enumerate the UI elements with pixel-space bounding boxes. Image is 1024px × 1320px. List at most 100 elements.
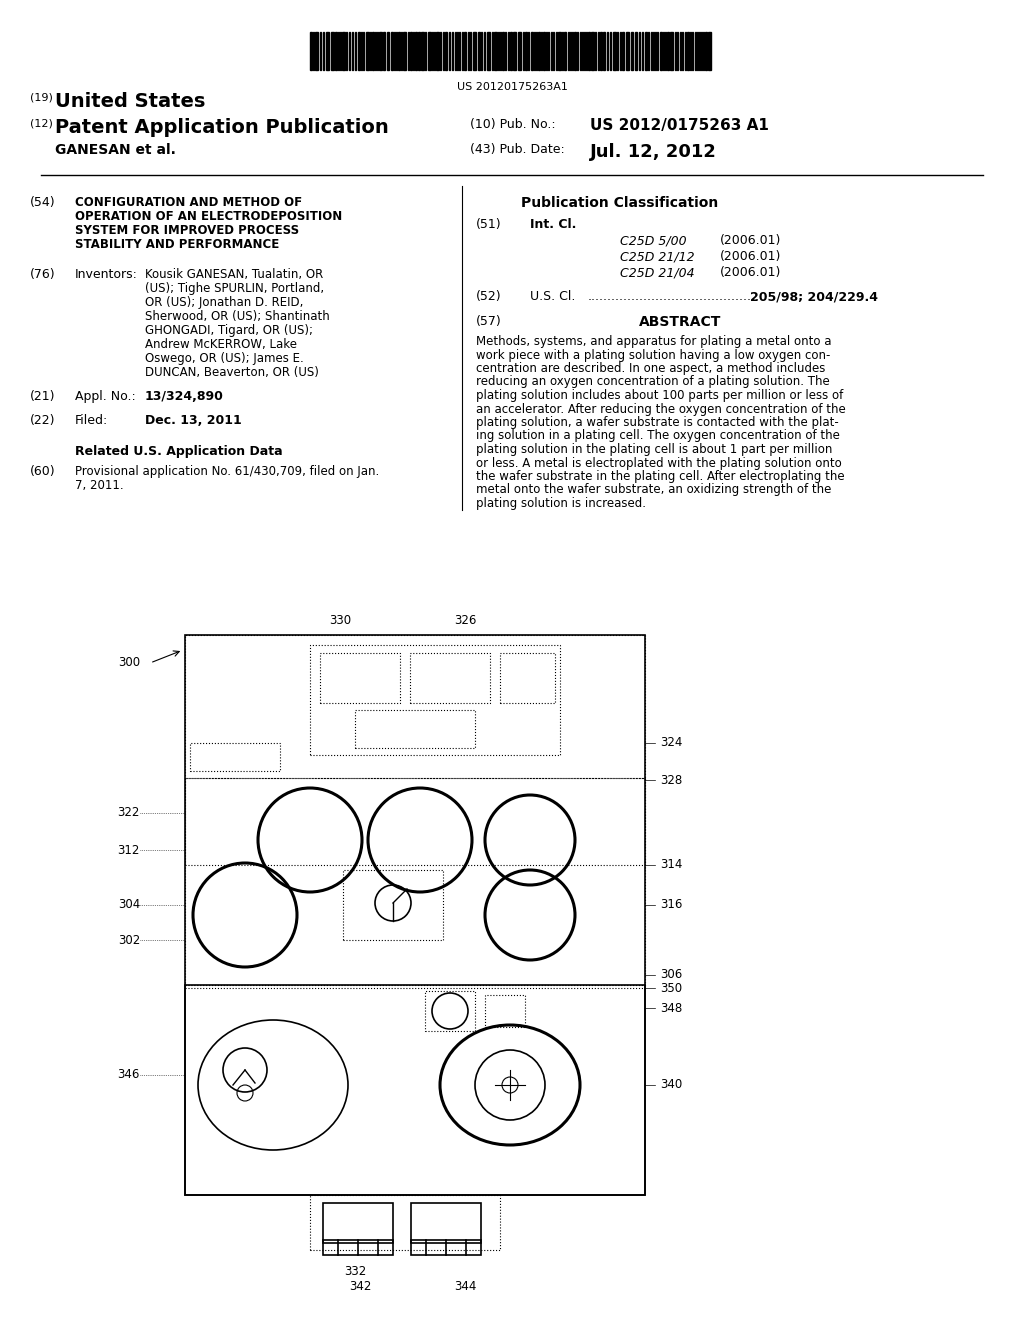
Bar bbox=[538, 32, 540, 70]
Text: (54): (54) bbox=[30, 195, 55, 209]
Text: C25D 5/00: C25D 5/00 bbox=[620, 234, 687, 247]
Bar bbox=[510, 32, 512, 70]
Bar bbox=[603, 32, 605, 70]
Bar bbox=[315, 32, 318, 70]
Text: Int. Cl.: Int. Cl. bbox=[530, 218, 577, 231]
Bar bbox=[342, 32, 345, 70]
Text: Andrew McKERROW, Lake: Andrew McKERROW, Lake bbox=[145, 338, 297, 351]
Text: 302: 302 bbox=[118, 933, 140, 946]
Bar bbox=[558, 32, 561, 70]
Text: 205/98; 204/229.4: 205/98; 204/229.4 bbox=[750, 290, 878, 304]
Text: 306: 306 bbox=[660, 969, 682, 982]
Text: 340: 340 bbox=[660, 1078, 682, 1092]
Text: ...........................................: ........................................… bbox=[588, 290, 760, 304]
Text: 328: 328 bbox=[660, 774, 682, 787]
Bar bbox=[473, 32, 476, 70]
Text: plating solution in the plating cell is about 1 part per million: plating solution in the plating cell is … bbox=[476, 444, 833, 455]
Bar bbox=[613, 32, 616, 70]
Text: 316: 316 bbox=[660, 899, 682, 912]
Bar bbox=[411, 1239, 481, 1255]
Bar bbox=[310, 1195, 500, 1250]
Text: (43) Pub. Date:: (43) Pub. Date: bbox=[470, 143, 565, 156]
Text: 322: 322 bbox=[118, 807, 140, 820]
Text: SYSTEM FOR IMPROVED PROCESS: SYSTEM FOR IMPROVED PROCESS bbox=[75, 224, 299, 238]
Bar bbox=[670, 32, 673, 70]
Bar bbox=[645, 32, 647, 70]
Bar bbox=[190, 743, 280, 771]
Bar bbox=[622, 32, 624, 70]
Bar bbox=[631, 32, 633, 70]
Text: 324: 324 bbox=[660, 737, 682, 750]
Bar bbox=[425, 991, 475, 1031]
Bar bbox=[331, 32, 334, 70]
Bar bbox=[410, 653, 490, 704]
Text: GANESAN et al.: GANESAN et al. bbox=[55, 143, 176, 157]
Text: 350: 350 bbox=[660, 982, 682, 994]
Text: Oswego, OR (US); James E.: Oswego, OR (US); James E. bbox=[145, 352, 304, 366]
Bar bbox=[485, 995, 525, 1027]
Text: Jul. 12, 2012: Jul. 12, 2012 bbox=[590, 143, 717, 161]
Text: C25D 21/04: C25D 21/04 bbox=[620, 267, 694, 279]
Bar bbox=[387, 32, 389, 70]
Bar bbox=[687, 32, 689, 70]
Bar bbox=[487, 32, 490, 70]
Bar bbox=[626, 32, 629, 70]
Text: (10) Pub. No.:: (10) Pub. No.: bbox=[470, 117, 556, 131]
Text: 326: 326 bbox=[454, 614, 476, 627]
Bar bbox=[600, 32, 602, 70]
Bar bbox=[319, 653, 400, 704]
Text: ABSTRACT: ABSTRACT bbox=[639, 315, 721, 329]
Bar bbox=[335, 32, 337, 70]
Bar bbox=[574, 32, 575, 70]
Text: the wafer substrate in the plating cell. After electroplating the: the wafer substrate in the plating cell.… bbox=[476, 470, 845, 483]
Text: centration are described. In one aspect, a method includes: centration are described. In one aspect,… bbox=[476, 362, 825, 375]
Bar bbox=[428, 32, 431, 70]
Text: plating solution, a wafer substrate is contacted with the plat-: plating solution, a wafer substrate is c… bbox=[476, 416, 839, 429]
Bar bbox=[705, 32, 707, 70]
Text: (21): (21) bbox=[30, 389, 55, 403]
Bar bbox=[366, 32, 369, 70]
Bar bbox=[660, 32, 662, 70]
Text: plating solution is increased.: plating solution is increased. bbox=[476, 498, 646, 510]
Bar bbox=[379, 32, 382, 70]
Text: C25D 21/12: C25D 21/12 bbox=[620, 249, 694, 263]
Bar bbox=[591, 32, 594, 70]
Text: DUNCAN, Beaverton, OR (US): DUNCAN, Beaverton, OR (US) bbox=[145, 366, 318, 379]
Bar bbox=[185, 635, 645, 865]
Text: Provisional application No. 61/430,709, filed on Jan.: Provisional application No. 61/430,709, … bbox=[75, 465, 379, 478]
Text: US 20120175263A1: US 20120175263A1 bbox=[457, 82, 567, 92]
Text: Patent Application Publication: Patent Application Publication bbox=[55, 117, 389, 137]
Text: ing solution in a plating cell. The oxygen concentration of the: ing solution in a plating cell. The oxyg… bbox=[476, 429, 840, 442]
Text: 300: 300 bbox=[118, 656, 140, 669]
Bar bbox=[421, 32, 424, 70]
Text: Filed:: Filed: bbox=[75, 414, 109, 426]
Text: US 2012/0175263 A1: US 2012/0175263 A1 bbox=[590, 117, 769, 133]
Text: (2006.01): (2006.01) bbox=[720, 267, 781, 279]
Text: 7, 2011.: 7, 2011. bbox=[75, 479, 124, 492]
Text: (12): (12) bbox=[30, 117, 53, 128]
Bar bbox=[478, 32, 480, 70]
Bar bbox=[667, 32, 669, 70]
Bar bbox=[518, 32, 521, 70]
Text: Appl. No.:: Appl. No.: bbox=[75, 389, 136, 403]
Text: OR (US); Jonathan D. REID,: OR (US); Jonathan D. REID, bbox=[145, 296, 303, 309]
Text: (19): (19) bbox=[30, 92, 53, 102]
Bar bbox=[418, 32, 420, 70]
Text: or less. A metal is electroplated with the plating solution onto: or less. A metal is electroplated with t… bbox=[476, 457, 842, 470]
Bar bbox=[410, 32, 412, 70]
Text: Kousik GANESAN, Tualatin, OR: Kousik GANESAN, Tualatin, OR bbox=[145, 268, 324, 281]
Bar bbox=[343, 870, 443, 940]
Text: (60): (60) bbox=[30, 465, 55, 478]
Text: Publication Classification: Publication Classification bbox=[521, 195, 719, 210]
Text: Related U.S. Application Data: Related U.S. Application Data bbox=[75, 445, 283, 458]
Bar bbox=[513, 32, 516, 70]
Bar bbox=[564, 32, 566, 70]
Bar bbox=[543, 32, 545, 70]
Bar bbox=[502, 32, 504, 70]
Text: United States: United States bbox=[55, 92, 206, 111]
Bar bbox=[415, 32, 417, 70]
Text: 304: 304 bbox=[118, 899, 140, 912]
Text: 346: 346 bbox=[118, 1068, 140, 1081]
Text: 332: 332 bbox=[344, 1265, 367, 1278]
Bar bbox=[525, 32, 527, 70]
